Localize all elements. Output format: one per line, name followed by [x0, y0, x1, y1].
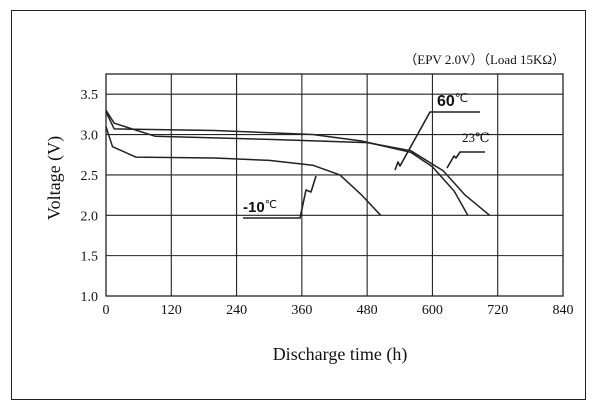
annotation-label: 23℃ [462, 130, 490, 145]
y-tick-label: 3.5 [81, 88, 99, 103]
annotation-label-unit: ℃ [265, 199, 277, 211]
annotation-leader [243, 175, 317, 219]
x-axis-label: Discharge time (h) [273, 344, 408, 365]
annotation-label: 60℃ [437, 91, 468, 110]
x-tick-label: 0 [103, 303, 110, 318]
series-line-0 [105, 126, 382, 216]
grid [105, 73, 564, 297]
chart-conditions: （EPV 2.0V）（Load 15KΩ） [404, 52, 565, 67]
tick-labels: 0 120 240 360 480 600 720 840 1.0 1.5 2.0 2.5 3.0 3.5 [81, 88, 574, 318]
annotation-leader [394, 111, 480, 171]
series-lines [105, 109, 491, 216]
x-tick-label: 600 [422, 303, 443, 318]
y-tick-label: 1.5 [81, 250, 99, 265]
annotation-label-value: -10 [243, 199, 265, 216]
series-annotations: -10℃23℃60℃ [243, 91, 490, 219]
x-tick-label: 480 [357, 303, 378, 318]
plot-area [105, 73, 564, 297]
y-tick-label: 2.5 [81, 169, 99, 184]
y-axis-label: Voltage (V) [44, 136, 65, 220]
y-tick-label: 1.0 [81, 290, 99, 305]
x-tick-label: 360 [291, 303, 312, 318]
x-tick-label: 120 [161, 303, 182, 318]
series-line-2 [105, 111, 469, 216]
chart-frame [11, 10, 586, 400]
x-tick-label: 720 [487, 303, 508, 318]
annotation-leader [446, 151, 485, 169]
annotation-label-unit: ℃ [455, 91, 468, 105]
y-tick-label: 3.0 [81, 129, 99, 144]
annotation-label-value: 60 [437, 93, 455, 110]
x-tick-label: 840 [553, 303, 574, 318]
y-tick-label: 2.0 [81, 209, 99, 224]
x-tick-label: 240 [226, 303, 247, 318]
annotation-label: -10℃ [243, 199, 277, 216]
annotation-label-unit: 23℃ [462, 130, 490, 145]
